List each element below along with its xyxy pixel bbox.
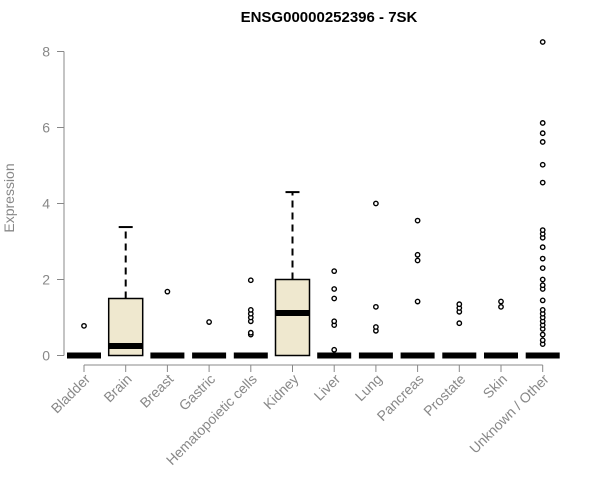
box-breast [150,288,185,359]
outlier-point [539,255,546,262]
x-category-label: Prostate [420,371,468,419]
outlier-point [247,306,254,313]
box-gastric [192,319,227,359]
outlier-point [206,319,213,325]
y-tick-label: 2 [42,272,50,288]
box-prostate [442,301,477,359]
x-category-label: Bladder [48,371,94,417]
outlier-point [539,306,546,313]
plot-area [67,39,560,359]
outlier-point [539,265,546,271]
y-tick-label: 0 [42,348,50,364]
y-axis-label: Expression [1,163,17,232]
box-kidney [274,191,311,357]
x-category-label: Kidney [260,371,302,413]
outlier-point [164,288,171,295]
outlier-point [539,297,546,304]
outlier-point [372,200,379,207]
outlier-point [539,276,546,283]
y-tick-label: 8 [42,44,50,60]
outlier-point [456,301,463,308]
outlier-point [414,257,421,264]
outlier-point [331,286,338,292]
chart-title: ENSG00000252396 - 7SK [241,9,418,26]
outlier-point [539,337,546,344]
box-lung [358,200,393,359]
outlier-point [539,39,546,45]
box-hematopoietic-cells [233,277,268,359]
outlier-point [456,320,463,327]
y-tick-label: 4 [42,196,50,212]
box-unknown-other [525,39,560,359]
box-rect [274,278,311,357]
y-axis: 0 2 4 6 8 [42,44,65,364]
outlier-point [498,303,504,310]
outlier-point [331,268,338,275]
outlier-point [414,251,421,258]
outlier-point [539,179,546,186]
outlier-point [539,227,546,234]
x-category-label: Skin [480,371,511,402]
outlier-point [539,130,546,137]
outlier-point [539,282,546,289]
outlier-point [81,322,87,329]
box-skin [484,298,518,359]
box-brain [107,226,144,357]
box-bladder [67,322,101,359]
x-category-label: Liver [311,371,344,404]
outlier-point [372,303,379,310]
outlier-point [331,346,338,353]
x-category-label: Lung [352,371,385,404]
outlier-point [331,295,338,302]
outlier-point [372,324,379,330]
x-category-label: Brain [100,371,134,405]
outlier-point [247,277,254,284]
outlier-point [539,244,546,251]
x-category-label: Unknown / Other [466,371,552,457]
outlier-point [414,217,421,224]
outlier-point [247,329,254,336]
y-tick-label: 6 [42,120,50,136]
outlier-point [539,161,546,168]
outlier-point [414,298,421,305]
outlier-point [539,139,546,145]
outlier-point [539,120,546,126]
outlier-point [539,331,546,338]
box-liver [317,268,352,359]
box-pancreas [400,217,435,359]
x-category-label: Breast [137,371,177,411]
outlier-point [331,318,338,325]
outlier-point [498,298,504,305]
